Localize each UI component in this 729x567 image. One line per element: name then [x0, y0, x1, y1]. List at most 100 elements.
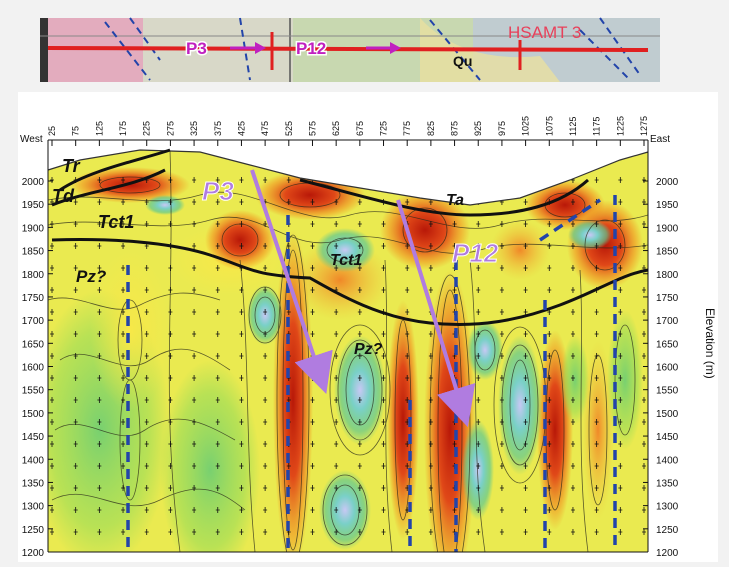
- station-marker: [334, 375, 339, 381]
- station-marker: [144, 375, 149, 381]
- station-tick-label: 475: [260, 121, 270, 136]
- resistor-body: [145, 195, 185, 215]
- station-marker: [499, 221, 504, 227]
- station-marker: [144, 331, 149, 337]
- station-marker: [192, 353, 197, 359]
- station-marker: [73, 507, 78, 513]
- station-marker: [547, 441, 552, 447]
- orange-zone: [490, 220, 550, 280]
- station-marker: [192, 375, 197, 381]
- station-marker: [310, 485, 315, 491]
- elevation-tick-label: 1200: [22, 548, 45, 559]
- station-marker: [310, 507, 315, 513]
- station-marker: [547, 529, 552, 535]
- yellow-zone: [90, 250, 170, 410]
- station-marker: [381, 441, 386, 447]
- station-marker: [239, 529, 244, 535]
- station-marker: [476, 441, 481, 447]
- station-marker: [570, 485, 575, 491]
- station-marker: [642, 375, 646, 381]
- station-marker: [428, 331, 433, 337]
- station-marker: [121, 529, 126, 535]
- station-marker: [642, 353, 646, 359]
- station-marker: [50, 485, 54, 491]
- station-marker: [428, 375, 433, 381]
- station-marker: [215, 353, 220, 359]
- station-marker: [168, 397, 173, 403]
- station-marker: [594, 375, 599, 381]
- station-marker: [50, 287, 54, 293]
- elevation-tick-label: 1550: [656, 386, 679, 397]
- resistor-body: [315, 228, 375, 272]
- station-marker: [499, 375, 504, 381]
- station-marker: [334, 243, 339, 249]
- station-marker: [618, 243, 623, 249]
- station-marker: [334, 265, 339, 271]
- station-marker: [239, 507, 244, 513]
- station-marker: [334, 331, 339, 337]
- map-line-title: HSAMT 3: [508, 23, 581, 42]
- station-marker: [428, 485, 433, 491]
- station-marker: [215, 287, 220, 293]
- station-marker: [144, 265, 149, 271]
- station-marker: [239, 419, 244, 425]
- station-marker: [239, 463, 244, 469]
- station-marker: [618, 353, 623, 359]
- station-marker: [334, 463, 339, 469]
- station-marker: [642, 463, 646, 469]
- station-marker: [523, 507, 528, 513]
- station-marker: [452, 441, 457, 447]
- elevation-tick-label: 1650: [656, 339, 679, 350]
- resistor-body: [462, 420, 494, 520]
- station-marker: [121, 221, 126, 227]
- station-marker: [452, 287, 457, 293]
- station-tick-label: 675: [355, 121, 365, 136]
- station-marker: [192, 243, 197, 249]
- station-marker: [476, 419, 481, 425]
- station-marker: [594, 265, 599, 271]
- station-marker: [121, 243, 126, 249]
- station-marker: [239, 331, 244, 337]
- station-marker: [594, 529, 599, 535]
- station-marker: [618, 485, 623, 491]
- station-marker: [286, 463, 291, 469]
- map-strip: P3 P12 Qu HSAMT 3: [40, 17, 660, 82]
- station-marker: [357, 265, 362, 271]
- station-marker: [310, 221, 315, 227]
- station-marker: [523, 529, 528, 535]
- elevation-tick-label: 1450: [22, 432, 45, 443]
- station-marker: [215, 529, 220, 535]
- station-marker: [547, 287, 552, 293]
- station-marker: [357, 375, 362, 381]
- station-marker: [523, 353, 528, 359]
- station-marker: [428, 287, 433, 293]
- station-marker: [476, 221, 481, 227]
- profile-arrow-p3: [250, 169, 333, 394]
- station-marker: [499, 353, 504, 359]
- station-marker: [239, 375, 244, 381]
- station-marker: [499, 287, 504, 293]
- station-marker: [73, 485, 78, 491]
- station-marker: [192, 463, 197, 469]
- station-marker: [499, 441, 504, 447]
- station-marker: [73, 243, 78, 249]
- station-marker: [405, 353, 410, 359]
- station-tick-label: 175: [118, 121, 128, 136]
- station-marker: [334, 309, 339, 315]
- station-tick-label: 725: [379, 121, 389, 136]
- unit-label-pz-mid: Pz?: [354, 341, 383, 358]
- station-marker: [239, 199, 244, 205]
- station-marker: [97, 265, 102, 271]
- station-marker: [642, 419, 646, 425]
- station-marker: [168, 485, 173, 491]
- station-marker: [73, 529, 78, 535]
- station-marker: [381, 375, 386, 381]
- station-marker: [452, 221, 457, 227]
- station-marker: [192, 485, 197, 491]
- station-marker: [215, 375, 220, 381]
- station-marker: [428, 441, 433, 447]
- station-marker: [381, 529, 386, 535]
- station-marker: [97, 199, 102, 205]
- station-marker: [570, 331, 575, 337]
- station-marker: [97, 331, 102, 337]
